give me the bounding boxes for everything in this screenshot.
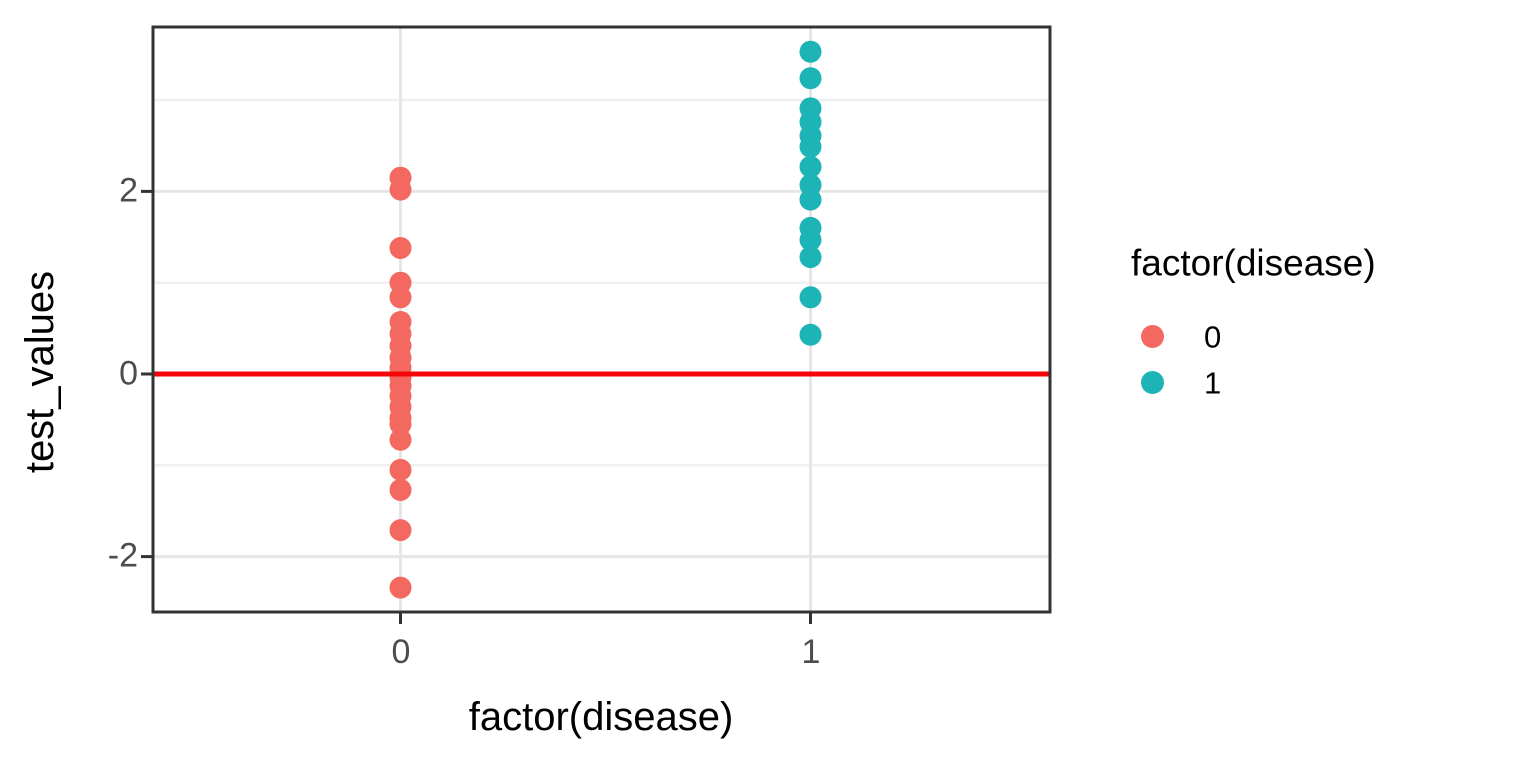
x-axis-title: factor(disease) [468, 695, 734, 739]
data-point-group1 [799, 286, 822, 309]
data-point-group1 [799, 323, 822, 346]
data-point-group0 [389, 519, 412, 542]
y-tick-label-neg2: -2 [107, 536, 138, 575]
data-point-group0 [389, 178, 412, 201]
panel-border [151, 25, 1052, 614]
legend-label-group0: 0 [1204, 319, 1222, 355]
data-point-group1 [799, 188, 822, 211]
data-point-group1 [799, 246, 822, 269]
legend-swatch-group0-icon [1141, 325, 1164, 348]
data-point-group1 [799, 40, 822, 63]
data-point-group1 [799, 155, 822, 178]
legend-title: factor(disease) [1131, 242, 1376, 284]
data-point-group0 [389, 458, 412, 481]
y-tick-label-2: 2 [119, 171, 138, 210]
data-point-group0 [389, 576, 412, 599]
legend-swatch-group1-icon [1141, 371, 1164, 394]
data-point-group0 [389, 478, 412, 501]
data-point-group1 [799, 228, 822, 251]
data-point-group1 [799, 135, 822, 158]
y-tick-label-0: 0 [119, 354, 138, 393]
legend-label-group1: 1 [1204, 365, 1222, 401]
x-tick-label-1: 1 [801, 633, 821, 671]
data-point-group1 [799, 67, 822, 90]
data-point-group0 [389, 237, 412, 260]
data-point-group0 [389, 428, 412, 451]
y-axis-title: test_values [18, 270, 62, 474]
data-point-group0 [389, 413, 412, 436]
x-tick-label-0: 0 [391, 633, 411, 671]
data-point-group0 [389, 286, 412, 309]
